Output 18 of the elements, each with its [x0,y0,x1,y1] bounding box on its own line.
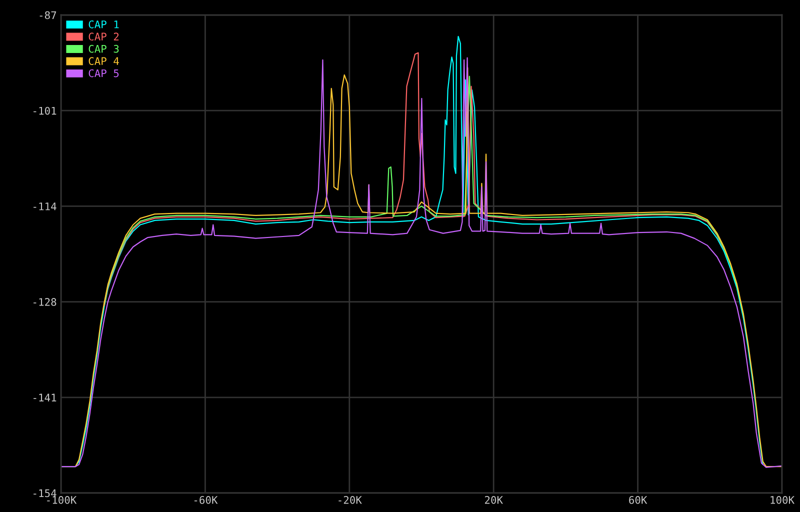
y-tick-label: -101 [34,106,56,115]
legend-label: CAP 5 [88,69,119,78]
x-tick-label: -20K [338,496,362,504]
x-tick-label: -60K [194,496,218,504]
x-tick-label: -100K [47,496,77,504]
x-tick-label: 60K [629,496,648,504]
y-tick-label: -87 [40,11,56,20]
legend-label: CAP 2 [88,32,119,41]
legend-label: CAP 4 [88,57,119,65]
line-series [104,76,744,316]
x-tick-label: 100K [770,496,794,504]
y-tick-label: -141 [34,394,56,402]
legend-label: CAP 3 [88,44,119,53]
x-tick-label: 20K [484,496,503,504]
y-tick-label: -114 [34,202,56,210]
y-tick-label: -128 [34,298,56,306]
legend-label: CAP 1 [88,20,119,28]
y-tick-label: -154 [34,489,56,498]
